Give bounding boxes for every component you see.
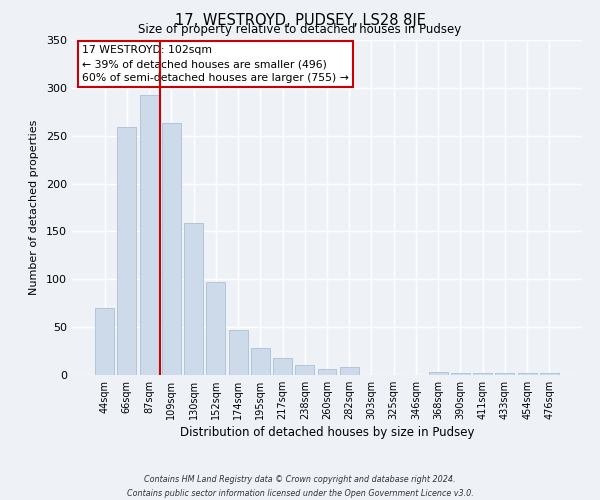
Bar [496,373,514,375]
Bar [184,223,203,375]
Bar [429,372,448,375]
Bar [206,282,225,375]
Text: Size of property relative to detached houses in Pudsey: Size of property relative to detached ho… [139,22,461,36]
Bar [317,370,337,375]
Text: 17 WESTROYD: 102sqm
← 39% of detached houses are smaller (496)
60% of semi-detac: 17 WESTROYD: 102sqm ← 39% of detached ho… [82,45,349,83]
Bar [162,124,181,375]
Bar [95,308,114,375]
Bar [273,358,292,375]
Y-axis label: Number of detached properties: Number of detached properties [29,120,39,295]
Bar [118,127,136,375]
Bar [229,330,248,375]
Bar [518,373,536,375]
Bar [251,348,270,375]
Bar [140,94,158,375]
Text: Contains HM Land Registry data © Crown copyright and database right 2024.
Contai: Contains HM Land Registry data © Crown c… [127,476,473,498]
Bar [451,373,470,375]
Bar [295,366,314,375]
Bar [340,368,359,375]
Text: 17, WESTROYD, PUDSEY, LS28 8JE: 17, WESTROYD, PUDSEY, LS28 8JE [175,12,425,28]
X-axis label: Distribution of detached houses by size in Pudsey: Distribution of detached houses by size … [180,426,474,439]
Bar [473,373,492,375]
Bar [540,373,559,375]
